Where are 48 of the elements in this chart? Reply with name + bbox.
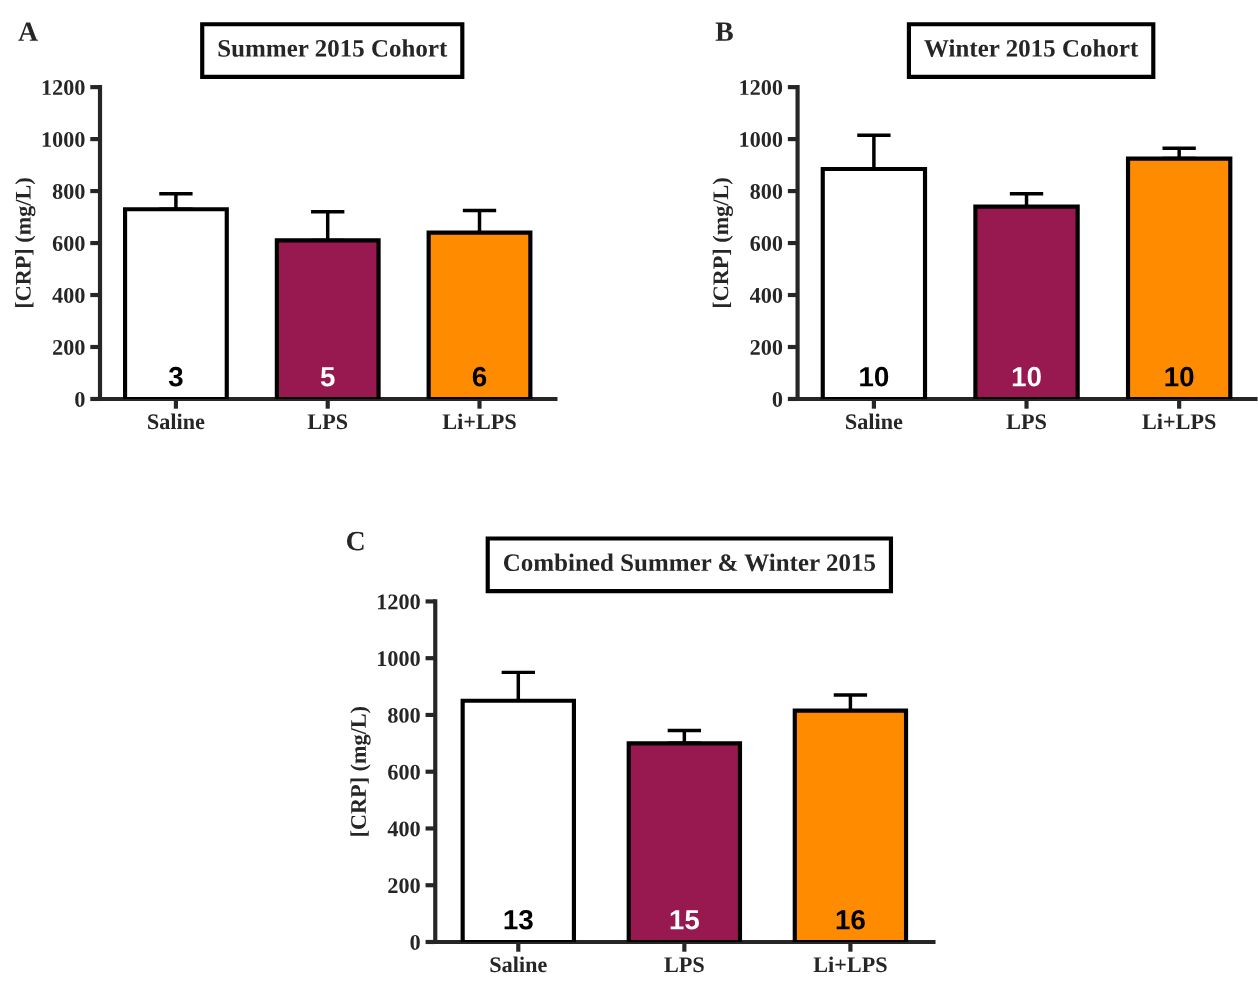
- y-tick-label: 400: [749, 287, 783, 303]
- y-axis-title: [CRP] (mg/L): [15, 178, 36, 308]
- y-tick-label: 1000: [42, 132, 85, 148]
- chart-title: Combined Summer & Winter 2015: [503, 553, 876, 572]
- y-tick-label: 200: [388, 878, 420, 894]
- x-tick-label: LPS: [1006, 414, 1046, 430]
- x-tick-label: LPS: [307, 414, 348, 430]
- y-axis-title: [CRP] (mg/L): [350, 706, 371, 836]
- annotation: 10: [860, 366, 889, 387]
- text: A: [18, 22, 38, 41]
- annotation: 15: [670, 910, 700, 930]
- text: B: [715, 22, 733, 41]
- x-tick-label: Saline: [148, 413, 205, 430]
- annotation: 10: [1165, 366, 1194, 387]
- y-tick-label: 800: [750, 184, 783, 199]
- chart-title: Summer 2015 Cohort: [218, 39, 448, 57]
- y-tick-label: 1200: [378, 594, 420, 610]
- y-tick-label: 600: [750, 235, 783, 251]
- x-tick-label: Saline: [490, 956, 547, 973]
- y-tick-label: 600: [388, 764, 420, 780]
- annotation: 10: [1012, 366, 1041, 387]
- x-tick-label: Saline: [846, 413, 903, 430]
- annotation: 3: [168, 366, 183, 387]
- y-tick-label: 1200: [740, 80, 783, 96]
- y-tick-label: 600: [52, 235, 85, 251]
- y-tick-label: 0: [772, 391, 783, 407]
- y-tick-label: 1000: [740, 132, 783, 148]
- y-tick-label: 0: [410, 934, 420, 950]
- x-tick-label: Li+LPS: [813, 956, 887, 973]
- text: C: [346, 531, 364, 551]
- y-tick-label: 800: [52, 184, 85, 199]
- annotation: 13: [504, 909, 533, 930]
- y-tick-label: 800: [388, 707, 420, 723]
- y-tick-label: 400: [387, 821, 420, 837]
- y-tick-label: 0: [75, 391, 85, 407]
- y-tick-label: 1000: [378, 651, 420, 667]
- y-tick-label: 400: [52, 287, 85, 303]
- x-tick-label: Li+LPS: [442, 413, 516, 430]
- x-tick-label: LPS: [664, 957, 704, 973]
- annotation: 16: [836, 909, 865, 930]
- y-tick-label: 1200: [42, 80, 85, 96]
- x-tick-label: Li+LPS: [1142, 413, 1216, 430]
- annotation: 6: [472, 366, 487, 387]
- y-tick-label: 200: [53, 339, 85, 355]
- y-tick-label: 200: [750, 339, 783, 355]
- y-axis-title: [CRP] (mg/L): [712, 178, 733, 308]
- annotation: 5: [320, 367, 335, 387]
- chart-title: Winter 2015 Cohort: [924, 39, 1139, 57]
